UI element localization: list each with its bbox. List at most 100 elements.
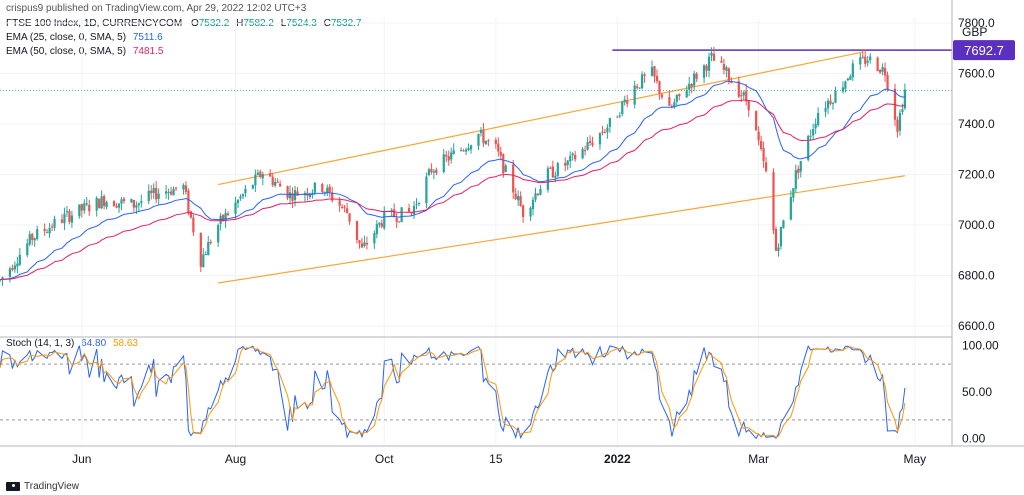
candle-body	[859, 57, 862, 65]
candle-body	[256, 172, 259, 175]
candle-body	[712, 53, 716, 61]
candle-body	[685, 90, 688, 98]
candle-body	[655, 75, 659, 82]
candle-body	[779, 227, 783, 247]
candle-body	[581, 149, 584, 159]
candle-body	[1, 277, 4, 280]
candle-body	[591, 142, 594, 145]
candle-body	[824, 108, 827, 112]
candle-body	[286, 186, 289, 199]
candle-body	[18, 254, 21, 265]
candle-body	[831, 103, 835, 105]
ema25-line	[0, 80, 905, 281]
candle-body	[36, 229, 39, 239]
candle-body	[341, 206, 344, 208]
candle-body	[812, 129, 815, 136]
candle-body	[259, 171, 262, 177]
stoch-k-value: 64.80	[81, 338, 107, 349]
candle-body	[122, 198, 126, 202]
candle-body	[740, 95, 743, 97]
publisher-text: crispus9 published on TradingView.com, A…	[6, 3, 307, 14]
candle-body	[762, 148, 765, 162]
candle-body	[499, 151, 502, 156]
candle-body	[869, 56, 872, 61]
tradingview-brand: TradingView	[6, 481, 79, 492]
candle-body	[147, 190, 150, 202]
candle-body	[636, 86, 639, 88]
osc-tick-label: 50.00	[962, 385, 992, 399]
candle-body	[60, 219, 64, 223]
candle-body	[135, 205, 138, 208]
candle-body	[157, 193, 160, 199]
candle-body	[834, 90, 837, 103]
candle-body	[378, 222, 381, 225]
candle-body	[120, 199, 123, 204]
candle-body	[670, 106, 673, 108]
x-tick-label: Aug	[225, 452, 246, 466]
candle-body	[772, 172, 775, 231]
candle-body	[338, 200, 341, 206]
candle-body	[603, 132, 607, 134]
x-tick-label: 2022	[604, 452, 631, 466]
candle-body	[155, 188, 158, 200]
candle-body	[100, 196, 103, 209]
candle-body	[345, 208, 349, 213]
candle-body	[239, 196, 242, 199]
candle-body	[606, 127, 609, 133]
candle-body	[383, 210, 386, 229]
candle-body	[675, 94, 678, 102]
candle-body	[68, 211, 71, 222]
candle-body	[502, 154, 505, 174]
candle-body	[514, 193, 517, 200]
candle-body	[0, 279, 2, 281]
candle-body	[88, 204, 91, 212]
candle-body	[814, 123, 817, 129]
candle-body	[331, 192, 334, 201]
stoch-label: Stoch (14, 1, 3)	[6, 338, 75, 349]
candle-body	[556, 163, 559, 176]
candle-body	[172, 188, 175, 196]
candle-body	[207, 241, 210, 256]
candle-body	[184, 185, 188, 192]
candle-body	[546, 168, 550, 190]
y-tick-label: 7600.0	[958, 67, 995, 81]
candle-body	[878, 69, 882, 73]
candle-body	[574, 154, 577, 160]
candle-body	[83, 203, 86, 211]
candle-body	[517, 196, 520, 201]
candle-body	[789, 196, 792, 220]
candle-body	[8, 268, 12, 277]
tradingview-logo-icon	[6, 482, 20, 491]
ema25-label: EMA (25, close, 0, SMA, 5)	[6, 32, 127, 43]
candle-body	[274, 181, 277, 186]
brand-text: TradingView	[24, 481, 80, 492]
candle-body	[643, 74, 646, 76]
candle-body	[742, 92, 745, 96]
stoch-d-value: 58.63	[112, 338, 138, 349]
candle-body	[234, 202, 237, 214]
candle-body	[844, 81, 847, 89]
candle-body	[390, 209, 393, 212]
ema50-value: 7481.5	[132, 46, 164, 57]
candle-body	[886, 74, 889, 90]
candle-body	[398, 221, 401, 223]
candle-body	[477, 133, 480, 146]
candle-body	[445, 154, 448, 157]
resistance-price-tag	[953, 40, 1015, 61]
candle-body	[400, 207, 403, 223]
candle-body	[539, 189, 542, 196]
candle-body	[450, 152, 453, 160]
candle-body	[898, 112, 902, 131]
candle-body	[167, 191, 170, 193]
candle-body	[534, 193, 537, 200]
candle-body	[633, 85, 636, 105]
candle-body	[650, 66, 654, 76]
candle-body	[95, 197, 98, 211]
ema25-value: 7511.6	[132, 32, 163, 43]
candles	[0, 46, 907, 287]
y-tick-label: 7800.0	[958, 16, 995, 30]
candle-body	[730, 82, 733, 84]
candle-body	[31, 233, 34, 240]
candle-body	[48, 227, 51, 234]
candle-body	[164, 191, 168, 194]
